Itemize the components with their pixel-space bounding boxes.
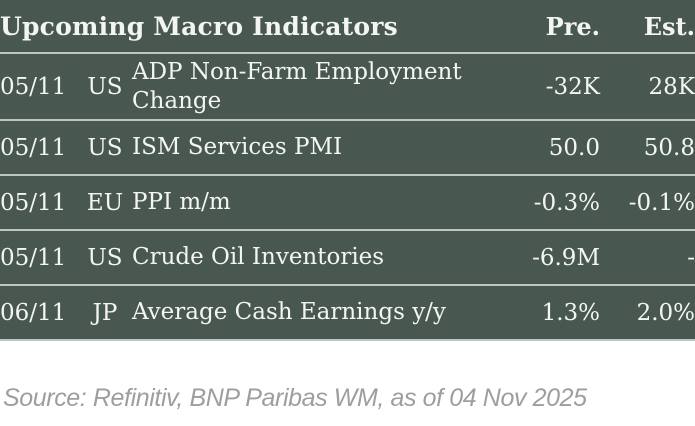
cell-indicator: Average Cash Earnings y/y	[132, 285, 472, 341]
table-row: 05/11 EU PPI m/m -0.3% -0.1%	[0, 175, 695, 231]
cell-date: 05/11	[0, 120, 78, 176]
table-row: 06/11 JP Average Cash Earnings y/y 1.3% …	[0, 285, 695, 341]
table-row: 05/11 US ADP Non-Farm Employment Change …	[0, 53, 695, 121]
column-header-pre: Pre.	[472, 0, 600, 54]
table-header-row: Upcoming Macro Indicators Pre. Est.	[0, 0, 695, 54]
cell-indicator: Crude Oil Inventories	[132, 230, 472, 286]
cell-previous-value: 50.0	[472, 120, 600, 176]
cell-country: US	[78, 53, 132, 121]
cell-estimate-value: -0.1%	[600, 175, 695, 231]
cell-estimate-value: 2.0%	[600, 285, 695, 341]
cell-indicator: ISM Services PMI	[132, 120, 472, 176]
cell-indicator: ADP Non-Farm Employment Change	[132, 53, 472, 121]
table-row: 05/11 US ISM Services PMI 50.0 50.8	[0, 120, 695, 176]
cell-indicator: PPI m/m	[132, 175, 472, 231]
cell-estimate-value: 50.8	[600, 120, 695, 176]
cell-date: 05/11	[0, 53, 78, 121]
cell-estimate-value: 28K	[600, 53, 695, 121]
source-note: Source: Refinitiv, BNP Paribas WM, as of…	[3, 384, 587, 412]
cell-date: 05/11	[0, 230, 78, 286]
cell-previous-value: -0.3%	[472, 175, 600, 231]
cell-country: US	[78, 230, 132, 286]
cell-previous-value: 1.3%	[472, 285, 600, 341]
column-header-est: Est.	[600, 0, 695, 54]
cell-previous-value: -32K	[472, 53, 600, 121]
cell-date: 05/11	[0, 175, 78, 231]
cell-date: 06/11	[0, 285, 78, 341]
cell-country: US	[78, 120, 132, 176]
table-title: Upcoming Macro Indicators	[0, 0, 472, 54]
cell-previous-value: -6.9M	[472, 230, 600, 286]
table-row: 05/11 US Crude Oil Inventories -6.9M -	[0, 230, 695, 286]
cell-country: JP	[78, 285, 132, 341]
cell-estimate-value: -	[600, 230, 695, 286]
macro-indicators-table: Upcoming Macro Indicators Pre. Est. 05/1…	[0, 0, 695, 341]
cell-country: EU	[78, 175, 132, 231]
